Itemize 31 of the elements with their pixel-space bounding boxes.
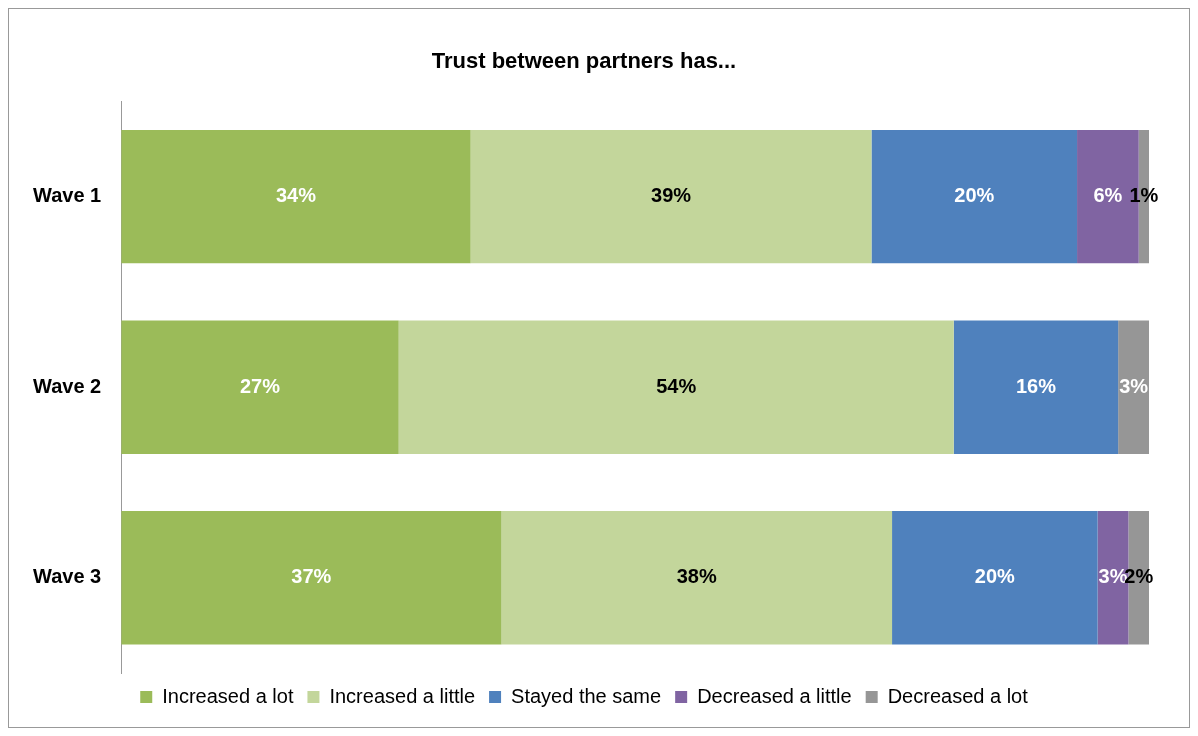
legend-label: Decreased a little: [697, 684, 852, 707]
bar: [871, 129, 1078, 264]
legend-label: Decreased a lot: [887, 684, 1029, 707]
bar: [398, 320, 954, 454]
data-label: 37%: [291, 565, 332, 588]
bar: [121, 320, 399, 454]
data-label: 54%: [656, 374, 697, 397]
data-label: 6%: [1093, 184, 1123, 207]
bar: [501, 511, 893, 645]
bar: [470, 129, 872, 264]
legend-label: Increased a lot: [162, 684, 294, 707]
chart-title: Trust between partners has...: [431, 48, 737, 74]
y-tick-label: Wave 3: [33, 565, 102, 588]
data-label: 34%: [275, 184, 317, 207]
bar: [121, 511, 502, 645]
bar: [892, 511, 1098, 645]
data-label: 27%: [239, 374, 281, 397]
legend-label: Increased a little: [329, 684, 476, 707]
bar: [121, 129, 471, 264]
data-label: 3%: [1098, 565, 1128, 588]
data-label: 20%: [974, 565, 1016, 588]
data-label: 20%: [954, 184, 995, 207]
bar: [953, 320, 1119, 454]
y-tick-label: Wave 1: [33, 184, 102, 207]
data-label: 38%: [676, 565, 717, 588]
data-label: 3%: [1119, 374, 1149, 397]
y-tick-label: Wave 2: [33, 374, 102, 397]
legend-label: Stayed the same: [511, 684, 662, 707]
data-label: 39%: [651, 184, 692, 207]
bar: [1118, 320, 1149, 454]
data-label: 16%: [1015, 374, 1057, 397]
